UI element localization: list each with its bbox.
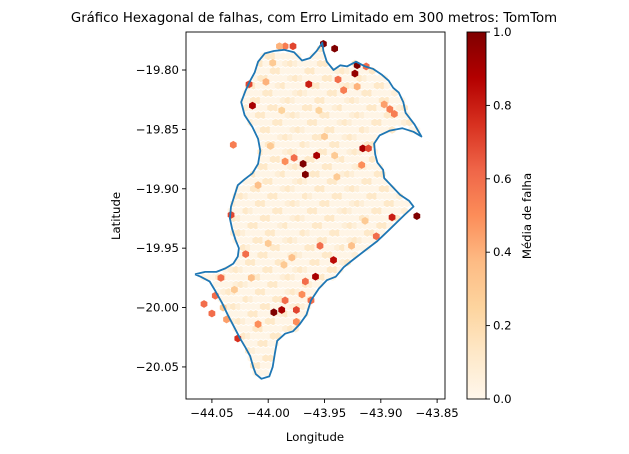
hex-cell-background bbox=[262, 368, 270, 377]
x-tick-label: −44.00 bbox=[247, 406, 290, 420]
y-tick-label: −19.95 bbox=[136, 241, 179, 255]
hex-cell bbox=[313, 151, 320, 160]
hex-cell bbox=[351, 69, 359, 78]
hex-cell bbox=[301, 277, 309, 286]
hex-cell bbox=[290, 154, 298, 162]
hex-cell bbox=[208, 309, 216, 318]
hex-cell bbox=[361, 216, 369, 225]
y-tick-label: −20.00 bbox=[136, 301, 179, 315]
hex-cell-background bbox=[383, 81, 391, 90]
hex-cell bbox=[292, 306, 300, 314]
hex-cell bbox=[301, 170, 309, 179]
hex-cell-background bbox=[368, 155, 376, 164]
x-tick-label: −43.85 bbox=[415, 406, 458, 420]
hex-cell bbox=[365, 144, 372, 153]
hex-cell bbox=[334, 75, 342, 84]
hex-cell bbox=[262, 77, 270, 86]
hex-cell bbox=[380, 100, 388, 109]
hex-cell bbox=[331, 44, 339, 53]
colorbar: 0.0 0.2 0.4 0.6 0.8 1.0 Média de falha bbox=[466, 25, 534, 406]
hex-cell bbox=[358, 161, 366, 169]
hex-cell bbox=[281, 42, 289, 51]
colorbar-tick-label: 0.6 bbox=[493, 172, 512, 186]
hex-cell bbox=[247, 273, 255, 282]
hex-cell bbox=[278, 106, 286, 115]
x-axis-label: Longitude bbox=[286, 430, 344, 444]
y-axis: −19.80 −19.85 −19.90 −19.95 −20.00 −20.05 bbox=[136, 63, 186, 374]
hex-cell bbox=[299, 159, 307, 168]
city-boundary-line bbox=[194, 41, 423, 380]
x-tick-label: −43.95 bbox=[303, 406, 346, 420]
y-tick-label: −19.90 bbox=[136, 182, 179, 196]
hex-cell bbox=[280, 260, 288, 269]
hex-cell bbox=[254, 320, 262, 329]
colorbar-tick-label: 0.4 bbox=[493, 245, 512, 259]
y-axis-label: Latitude bbox=[109, 192, 123, 240]
hex-cell bbox=[231, 285, 238, 294]
hex-cell bbox=[270, 308, 278, 317]
hex-cell-background bbox=[267, 354, 275, 363]
hex-cell bbox=[331, 151, 339, 160]
hex-cell bbox=[276, 42, 283, 51]
hex-cell bbox=[372, 232, 380, 241]
hex-cell bbox=[312, 272, 319, 281]
hex-cell bbox=[254, 181, 262, 190]
y-tick-label: −19.80 bbox=[136, 63, 179, 77]
hex-cell bbox=[390, 110, 398, 118]
colorbar-tick-label: 0.0 bbox=[493, 392, 512, 406]
plot-frame bbox=[185, 31, 446, 400]
hex-cell bbox=[305, 80, 313, 89]
colorbar-label: Média de falha bbox=[520, 173, 534, 259]
hex-cell bbox=[298, 290, 306, 299]
hex-cell bbox=[333, 173, 341, 181]
hex-cell bbox=[288, 253, 296, 262]
hex-cell bbox=[353, 82, 361, 91]
colorbar-frame bbox=[466, 31, 487, 400]
hex-cell bbox=[281, 157, 289, 166]
hex-cell bbox=[264, 239, 272, 248]
x-tick-label: −44.05 bbox=[190, 406, 233, 420]
hex-cell bbox=[200, 300, 208, 308]
hex-cell bbox=[320, 39, 327, 48]
hex-cell bbox=[359, 144, 367, 153]
hex-cell bbox=[321, 132, 328, 141]
hex-cell-background bbox=[344, 258, 351, 267]
colorbar-tick-label: 0.8 bbox=[493, 98, 512, 112]
colorbar-gradient bbox=[467, 32, 486, 399]
hex-cell bbox=[413, 212, 421, 220]
hex-cell bbox=[281, 296, 289, 305]
hex-cell-background bbox=[396, 192, 403, 201]
hex-cell bbox=[386, 105, 394, 114]
hex-cell bbox=[278, 306, 286, 314]
hex-cell bbox=[388, 213, 396, 222]
plot-area: −44.05 −44.00 −43.95 −43.90 −43.85 −19.80−19… bbox=[136, 31, 459, 420]
x-tick-label: −43.90 bbox=[359, 406, 402, 420]
y-tick-label: −20.05 bbox=[136, 360, 179, 374]
hex-cell bbox=[242, 250, 250, 258]
hex-cell bbox=[217, 273, 225, 282]
hex-cell bbox=[348, 241, 355, 250]
colorbar-tick-label: 1.0 bbox=[493, 25, 512, 39]
hex-cell bbox=[289, 42, 297, 51]
hex-cell-background bbox=[264, 361, 272, 370]
hex-cell bbox=[330, 256, 337, 264]
chart-title: Gráfico Hexagonal de falhas, com Erro Li… bbox=[71, 10, 557, 26]
hexbin-cells bbox=[200, 39, 421, 377]
hex-cell-background bbox=[336, 265, 344, 274]
hex-cell-background bbox=[388, 184, 396, 193]
hex-cell bbox=[340, 86, 348, 95]
colorbar-ticks: 0.0 0.2 0.4 0.6 0.8 1.0 bbox=[486, 25, 512, 406]
colorbar-tick-label: 0.2 bbox=[493, 319, 512, 333]
hex-cell bbox=[315, 106, 323, 115]
hex-cell bbox=[269, 58, 277, 67]
hex-cell bbox=[229, 140, 237, 149]
hex-cell bbox=[267, 142, 274, 150]
y-tick-label: −19.85 bbox=[136, 122, 179, 136]
x-axis: −44.05 −44.00 −43.95 −43.90 −43.85 bbox=[190, 399, 459, 420]
hex-cell bbox=[292, 317, 300, 326]
hex-cell bbox=[316, 241, 324, 250]
hex-cell bbox=[249, 101, 256, 110]
